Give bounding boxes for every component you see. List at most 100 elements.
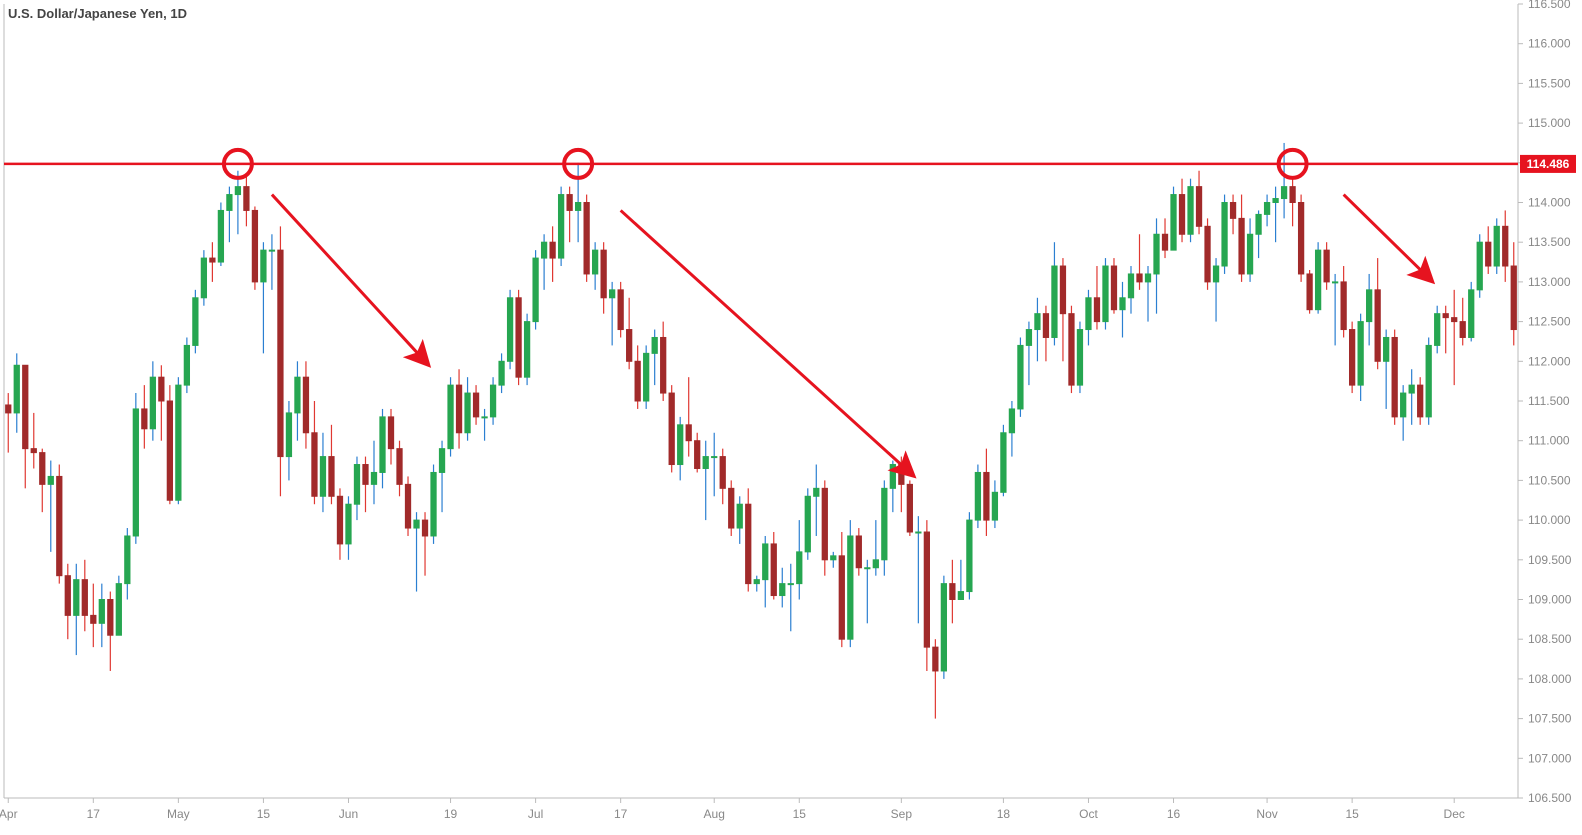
- candle-body[interactable]: [1264, 203, 1269, 215]
- candle-body[interactable]: [1111, 266, 1116, 310]
- candle-body[interactable]: [924, 532, 929, 647]
- candle-body[interactable]: [797, 552, 802, 584]
- candle-body[interactable]: [1035, 314, 1040, 330]
- candle-body[interactable]: [729, 488, 734, 528]
- candle-body[interactable]: [439, 449, 444, 473]
- candle-body[interactable]: [1375, 290, 1380, 361]
- candle-body[interactable]: [1469, 290, 1474, 338]
- candle-body[interactable]: [856, 536, 861, 568]
- candle-body[interactable]: [1145, 274, 1150, 282]
- candle-body[interactable]: [1307, 274, 1312, 310]
- candle-body[interactable]: [210, 258, 215, 262]
- candle-body[interactable]: [958, 592, 963, 600]
- candle-body[interactable]: [1120, 298, 1125, 310]
- candle-body[interactable]: [584, 203, 589, 274]
- candle-body[interactable]: [1443, 314, 1448, 318]
- candle-body[interactable]: [1247, 234, 1252, 274]
- candle-body[interactable]: [252, 210, 257, 281]
- candle-body[interactable]: [6, 405, 11, 413]
- candle-body[interactable]: [1018, 345, 1023, 409]
- candle-body[interactable]: [652, 337, 657, 353]
- candle-body[interactable]: [839, 556, 844, 639]
- candle-body[interactable]: [176, 385, 181, 500]
- candle-body[interactable]: [329, 457, 334, 497]
- candle-body[interactable]: [992, 492, 997, 520]
- candle-body[interactable]: [388, 417, 393, 449]
- candle-body[interactable]: [448, 385, 453, 449]
- candle-body[interactable]: [610, 290, 615, 298]
- candle-body[interactable]: [1154, 234, 1159, 274]
- candle-body[interactable]: [261, 250, 266, 282]
- candle-body[interactable]: [1350, 330, 1355, 386]
- candle-body[interactable]: [771, 544, 776, 596]
- candle-body[interactable]: [601, 250, 606, 298]
- candle-body[interactable]: [465, 393, 470, 433]
- candle-body[interactable]: [635, 361, 640, 401]
- candle-body[interactable]: [1043, 314, 1048, 338]
- candle-body[interactable]: [1358, 322, 1363, 386]
- candle-body[interactable]: [14, 365, 19, 413]
- candle-body[interactable]: [1273, 199, 1278, 203]
- candle-body[interactable]: [1179, 195, 1184, 235]
- candle-body[interactable]: [82, 580, 87, 616]
- candle-body[interactable]: [1103, 266, 1108, 322]
- candle-body[interactable]: [473, 393, 478, 417]
- candle-body[interactable]: [286, 413, 291, 457]
- candle-body[interactable]: [23, 365, 28, 448]
- candle-body[interactable]: [1494, 226, 1499, 266]
- candle-body[interactable]: [108, 600, 113, 636]
- candle-body[interactable]: [516, 298, 521, 377]
- candle-body[interactable]: [575, 203, 580, 211]
- candle-body[interactable]: [133, 409, 138, 536]
- candle-body[interactable]: [1052, 266, 1057, 337]
- candle-body[interactable]: [1069, 314, 1074, 385]
- candle-body[interactable]: [65, 576, 70, 616]
- candle-body[interactable]: [541, 242, 546, 258]
- candle-body[interactable]: [1332, 282, 1337, 283]
- candle-body[interactable]: [907, 484, 912, 532]
- candle-body[interactable]: [933, 647, 938, 671]
- candle-body[interactable]: [814, 488, 819, 496]
- candle-body[interactable]: [1188, 187, 1193, 235]
- candle-body[interactable]: [312, 433, 317, 497]
- candle-body[interactable]: [405, 484, 410, 528]
- candle-body[interactable]: [490, 385, 495, 417]
- candle-body[interactable]: [1401, 393, 1406, 417]
- candle-body[interactable]: [788, 584, 793, 585]
- candle-body[interactable]: [644, 353, 649, 401]
- candle-body[interactable]: [1460, 322, 1465, 338]
- candle-body[interactable]: [40, 453, 45, 485]
- candle-body[interactable]: [950, 584, 955, 600]
- candle-body[interactable]: [1511, 266, 1516, 330]
- candle-body[interactable]: [303, 377, 308, 433]
- candle-body[interactable]: [627, 330, 632, 362]
- candle-body[interactable]: [1281, 187, 1286, 199]
- candle-body[interactable]: [159, 377, 164, 401]
- candle-body[interactable]: [1205, 226, 1210, 282]
- candle-body[interactable]: [269, 250, 274, 251]
- candle-body[interactable]: [1137, 274, 1142, 282]
- candle-body[interactable]: [550, 242, 555, 258]
- candle-body[interactable]: [167, 401, 172, 500]
- candle-body[interactable]: [967, 520, 972, 591]
- candle-body[interactable]: [1128, 274, 1133, 298]
- candle-body[interactable]: [244, 187, 249, 211]
- candle-body[interactable]: [975, 472, 980, 520]
- candle-body[interactable]: [422, 520, 427, 536]
- candle-body[interactable]: [1171, 195, 1176, 251]
- candle-body[interactable]: [754, 580, 759, 584]
- candle-body[interactable]: [1026, 330, 1031, 346]
- candle-body[interactable]: [848, 536, 853, 639]
- candle-body[interactable]: [1162, 234, 1167, 250]
- candle-body[interactable]: [184, 345, 189, 385]
- candle-body[interactable]: [227, 195, 232, 211]
- candle-body[interactable]: [142, 409, 147, 429]
- candle-body[interactable]: [1367, 290, 1372, 322]
- candle-body[interactable]: [380, 417, 385, 473]
- candle-body[interactable]: [1222, 203, 1227, 267]
- candle-body[interactable]: [567, 195, 572, 211]
- candle-body[interactable]: [669, 393, 674, 464]
- candle-body[interactable]: [712, 457, 717, 458]
- candle-body[interactable]: [1409, 385, 1414, 393]
- candle-body[interactable]: [1324, 250, 1329, 282]
